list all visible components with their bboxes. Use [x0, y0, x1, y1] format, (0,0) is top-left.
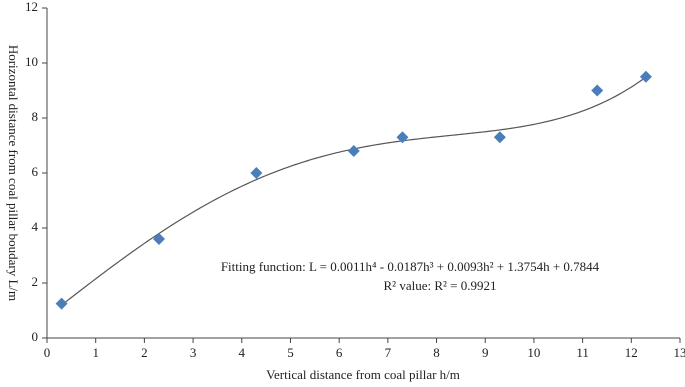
y-axis-label: Horizontal distance from coal pillar bou…: [6, 45, 21, 301]
x-tick-label: 12: [625, 345, 638, 360]
data-point: [493, 131, 506, 144]
data-point: [152, 233, 165, 245]
x-tick-label: 11: [576, 345, 589, 360]
x-axis-label: Vertical distance from coal pillar h/m: [266, 367, 460, 382]
data-point: [250, 167, 263, 179]
x-tick-label: 6: [336, 345, 343, 360]
x-tick-label: 2: [141, 345, 148, 360]
annotation: R² value: R² = 0.9921: [384, 278, 497, 293]
data-point: [347, 145, 360, 157]
x-tick-label: 3: [190, 345, 197, 360]
y-tick-label: 6: [32, 164, 39, 179]
y-tick-label: 8: [32, 109, 39, 124]
y-tick-label: 4: [32, 219, 39, 234]
x-tick-label: 10: [527, 345, 540, 360]
x-tick-label: 7: [385, 345, 392, 360]
x-tick-label: 9: [482, 345, 489, 360]
x-tick-label: 0: [44, 345, 51, 360]
y-tick-label: 12: [25, 0, 38, 14]
data-point: [639, 70, 652, 83]
x-tick-label: 4: [239, 345, 246, 360]
data-point: [396, 131, 409, 144]
annotation: Fitting function: L = 0.0011h⁴ - 0.0187h…: [221, 259, 600, 274]
data-point: [55, 297, 68, 310]
y-tick-label: 2: [32, 274, 39, 289]
y-tick-label: 0: [32, 329, 39, 344]
x-tick-label: 13: [674, 345, 685, 360]
x-tick-label: 8: [433, 345, 440, 360]
x-tick-label: 1: [92, 345, 99, 360]
y-tick-label: 10: [25, 54, 38, 69]
x-tick-label: 5: [287, 345, 294, 360]
data-point: [591, 84, 604, 97]
